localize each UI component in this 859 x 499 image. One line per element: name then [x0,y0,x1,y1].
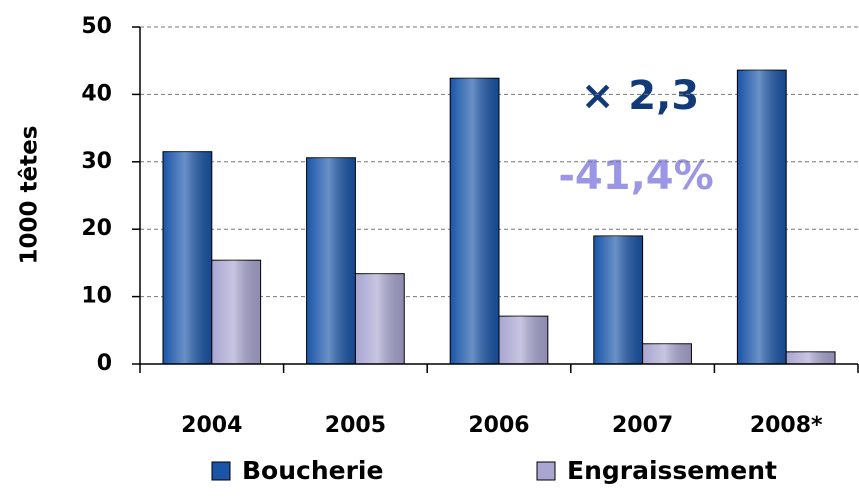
x-tick-label: 2006 [468,413,529,438]
x-tick-label: 2008* [750,413,823,438]
x-tick-label: 2007 [612,413,673,438]
y-axis-label: 1000 têtes [17,126,43,265]
y-tick-label: 40 [81,81,112,106]
bar [642,343,692,365]
y-tick-label: 0 [97,351,112,376]
bar [498,315,549,365]
bar [449,77,500,365]
y-tick-label: 50 [81,14,112,39]
bar [162,151,213,365]
y-tick-label: 10 [81,284,112,309]
bar [593,235,644,365]
legend-swatch [536,461,556,481]
bar [211,259,262,365]
legend-swatch [211,461,231,481]
bar [785,351,836,365]
y-tick-label: 20 [81,216,112,241]
legend-label: Engraissement [567,456,777,485]
annotation: -41,4% [558,153,713,199]
annotation: × 2,3 [581,73,699,119]
x-tick-label: 2004 [181,413,242,438]
bar [736,69,787,365]
x-tick-label: 2005 [325,413,386,438]
legend-label: Boucherie [242,456,383,485]
bar [354,273,405,365]
bar [306,157,356,365]
y-tick-label: 30 [81,149,112,174]
